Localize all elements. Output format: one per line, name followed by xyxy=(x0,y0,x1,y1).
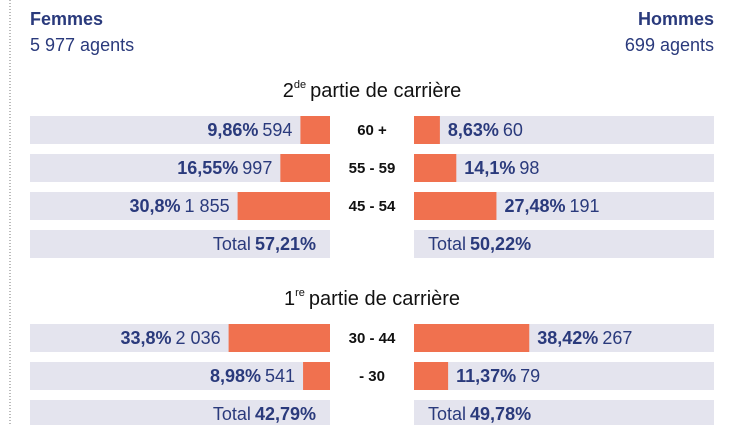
bar xyxy=(414,192,497,220)
total-label: Total 42,79% xyxy=(213,404,316,424)
count: 1 855 xyxy=(185,196,230,216)
value-label: 27,48% 191 xyxy=(504,196,599,216)
row-bg xyxy=(30,116,330,144)
row-bg xyxy=(30,154,330,182)
row-bg xyxy=(414,362,714,390)
value-label: 8,98% 541 xyxy=(210,366,295,386)
count: 997 xyxy=(242,158,272,178)
value-label: 14,1% 98 xyxy=(464,158,539,178)
ordinal: 1 xyxy=(284,288,295,310)
row-bg xyxy=(30,400,330,425)
total-label: Total 49,78% xyxy=(428,404,531,424)
percent: 38,42% xyxy=(537,328,598,348)
category-label: 45 - 54 xyxy=(349,198,396,215)
value-label: 38,42% 267 xyxy=(537,328,632,348)
ordinal-suffix: re xyxy=(295,287,305,299)
category-label: - 30 xyxy=(359,368,385,385)
total-word: Total xyxy=(213,404,251,424)
value-label: 9,86% 594 xyxy=(207,120,292,140)
row-bg xyxy=(414,230,714,258)
count: 267 xyxy=(602,328,632,348)
percent: 11,37% xyxy=(456,366,516,386)
bar xyxy=(414,154,457,182)
series-subtitle: 5 977 agents xyxy=(30,35,134,55)
total-value: 49,78% xyxy=(470,404,531,424)
bar xyxy=(414,324,530,352)
bar xyxy=(237,192,330,220)
value-label: 8,63% 60 xyxy=(448,120,523,140)
percent: 9,86% xyxy=(207,120,258,140)
count: 79 xyxy=(520,366,540,386)
row-bg xyxy=(414,116,714,144)
category-label: 30 - 44 xyxy=(349,330,396,347)
value-label: 11,37% 79 xyxy=(456,366,540,386)
percent: 27,48% xyxy=(504,196,565,216)
count: 191 xyxy=(570,196,600,216)
percent: 30,8% xyxy=(130,196,181,216)
total-word: Total xyxy=(213,234,251,254)
total-word: Total xyxy=(428,234,466,254)
count: 594 xyxy=(262,120,292,140)
total-value: 57,21% xyxy=(255,234,316,254)
row-bg xyxy=(414,400,714,425)
bar xyxy=(414,362,449,390)
total-value: 50,22% xyxy=(470,234,531,254)
bar xyxy=(303,362,330,390)
category-label: 55 - 59 xyxy=(349,160,396,177)
series-name: Femmes xyxy=(30,9,103,29)
section-text: partie de carrière xyxy=(309,288,460,310)
row-bg xyxy=(30,362,330,390)
value-label: 33,8% 2 036 xyxy=(121,328,221,348)
bar xyxy=(280,154,330,182)
total-label: Total 57,21% xyxy=(213,234,316,254)
bar xyxy=(228,324,330,352)
category-label: 60 + xyxy=(357,122,387,139)
total-value: 42,79% xyxy=(255,404,316,424)
series-name: Hommes xyxy=(638,9,714,29)
total-word: Total xyxy=(428,404,466,424)
row-bg xyxy=(414,154,714,182)
percent: 8,63% xyxy=(448,120,499,140)
total-label: Total 50,22% xyxy=(428,234,531,254)
value-label: 30,8% 1 855 xyxy=(130,196,230,216)
count: 541 xyxy=(265,366,295,386)
ordinal: 2 xyxy=(283,80,294,102)
percent: 8,98% xyxy=(210,366,261,386)
bar xyxy=(300,116,330,144)
count: 2 036 xyxy=(176,328,221,348)
count: 98 xyxy=(519,158,539,178)
percent: 16,55% xyxy=(177,158,238,178)
count: 60 xyxy=(503,120,523,140)
series-subtitle: 699 agents xyxy=(625,35,714,55)
percent: 14,1% xyxy=(464,158,515,178)
value-label: 16,55% 997 xyxy=(177,158,272,178)
section-title: 2de partie de carrière xyxy=(283,79,462,102)
bar xyxy=(414,116,440,144)
section-title: 1re partie de carrière xyxy=(284,287,460,310)
section-text: partie de carrière xyxy=(310,80,461,102)
ordinal-suffix: de xyxy=(294,79,306,91)
row-bg xyxy=(30,230,330,258)
percent: 33,8% xyxy=(121,328,172,348)
